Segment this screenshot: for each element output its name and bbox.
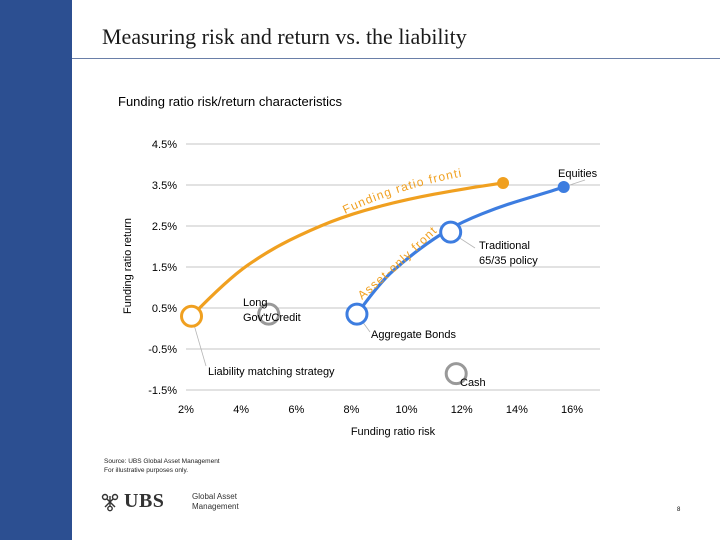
source-note: Source: UBS Global Asset Management For …	[104, 457, 220, 475]
data-point-marker	[439, 220, 463, 244]
x-tick-label: 10%	[396, 404, 418, 416]
data-point-dot	[557, 181, 570, 194]
y-tick-label: -1.5%	[148, 385, 177, 397]
data-point-marker	[345, 302, 369, 326]
y-axis-title: Funding ratio return	[122, 218, 134, 314]
label-liability-matching: Liability matching strategy	[208, 366, 335, 378]
title-divider	[72, 58, 720, 59]
label-equities: Equities	[558, 168, 598, 180]
strategy-points	[180, 176, 570, 386]
data-point-dot	[497, 176, 510, 189]
chart-text: 4.5% 3.5% 2.5% 1.5% 0.5% -0.5% -1.5%2% 4% 6% 8% 10…	[0, 0, 598, 438]
y-tick-label: 3.5%	[152, 180, 177, 192]
slide-title: Measuring risk and return vs. the liabil…	[102, 24, 467, 49]
funding-frontier-label-path: Funding ratio frontier	[0, 0, 462, 217]
label-long-govt-2: Gov't/Credit	[243, 312, 301, 324]
keys-icon	[101, 493, 119, 512]
x-axis-title: Funding ratio risk	[351, 426, 436, 438]
funding-frontier-label: Funding ratio frontier	[0, 0, 464, 217]
label-traditional-2: 65/35 policy	[479, 255, 538, 267]
page-number: 8	[677, 507, 681, 513]
x-tick-label: 12%	[451, 404, 473, 416]
logo-company-name: Global Asset Management	[192, 492, 272, 512]
y-tick-label: 2.5%	[152, 221, 177, 233]
label-cash: Cash	[460, 377, 486, 389]
x-tick-label: 2%	[178, 404, 194, 416]
asset-frontier-label-path: Asset-only frontier	[0, 0, 439, 302]
data-point-marker	[180, 304, 204, 328]
y-tick-label: 1.5%	[152, 262, 177, 274]
funding-ratio-frontier-line	[189, 181, 505, 318]
grid-layer	[186, 143, 600, 391]
x-tick-label: 14%	[506, 404, 528, 416]
y-tick-label: -0.5%	[148, 344, 177, 356]
chart-subtitle: Funding ratio risk/return characteristic…	[118, 94, 342, 109]
asset-frontier-label: Asset-only frontier	[0, 0, 440, 302]
label-traditional-1: Traditional	[479, 240, 530, 252]
logo-wordmark: UBS	[124, 490, 165, 512]
label-aggregate-bonds: Aggregate Bonds	[371, 329, 457, 341]
x-tick-label: 4%	[233, 404, 249, 416]
label-long-govt-1: Long	[243, 297, 267, 309]
disclaimer-line: For illustrative purposes only.	[104, 467, 189, 474]
data-point-marker	[257, 302, 281, 326]
logo-name-line1: Global Asset	[192, 492, 237, 501]
x-tick-label: 16%	[561, 404, 583, 416]
logo-name-line2: Management	[192, 502, 239, 511]
slide-sidebar	[0, 0, 72, 540]
y-tick-label: 0.5%	[152, 303, 177, 315]
source-line: Source: UBS Global Asset Management	[104, 458, 220, 465]
y-tick-label: 4.5%	[152, 139, 177, 151]
data-point-marker	[444, 362, 468, 386]
x-tick-label: 6%	[288, 404, 304, 416]
asset-only-frontier-line	[355, 185, 566, 316]
x-tick-label: 8%	[343, 404, 359, 416]
